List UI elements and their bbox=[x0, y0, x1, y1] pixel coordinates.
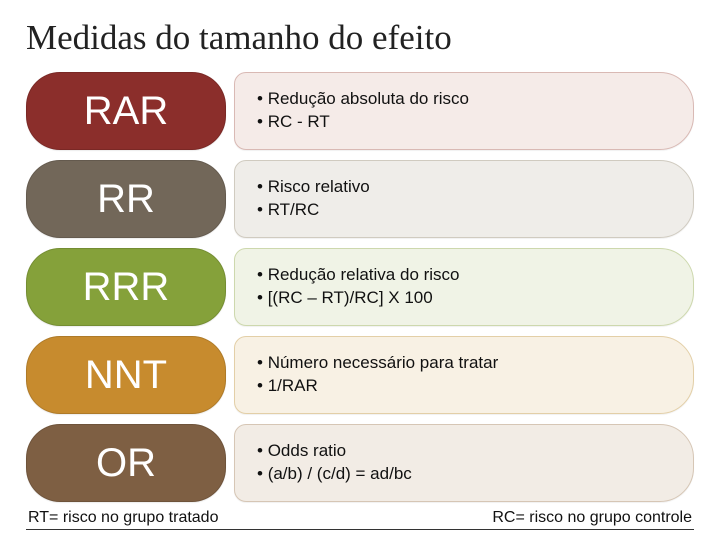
abbrev-pill-rr: RR bbox=[26, 160, 226, 238]
desc-line: Risco relativo bbox=[257, 176, 671, 199]
desc-pill-rr: Risco relativo RT/RC bbox=[234, 160, 694, 238]
abbrev-pill-rrr: RRR bbox=[26, 248, 226, 326]
desc-line: RT/RC bbox=[257, 199, 671, 222]
abbrev-pill-rar: RAR bbox=[26, 72, 226, 150]
footer-legend: RT= risco no grupo tratado RC= risco no … bbox=[26, 509, 694, 530]
abbrev-pill-nnt: NNT bbox=[26, 336, 226, 414]
footer-left: RT= risco no grupo tratado bbox=[28, 509, 218, 527]
desc-line: [(RC – RT)/RC] X 100 bbox=[257, 287, 671, 310]
desc-line: (a/b) / (c/d) = ad/bc bbox=[257, 463, 671, 486]
row-rr: RR Risco relativo RT/RC bbox=[26, 160, 694, 238]
desc-pill-rrr: Redução relativa do risco [(RC – RT)/RC]… bbox=[234, 248, 694, 326]
footer-right: RC= risco no grupo controle bbox=[492, 509, 692, 527]
desc-line: Redução relativa do risco bbox=[257, 264, 671, 287]
measure-rows: RAR Redução absoluta do risco RC - RT RR… bbox=[26, 72, 694, 503]
row-rrr: RRR Redução relativa do risco [(RC – RT)… bbox=[26, 248, 694, 326]
desc-pill-nnt: Número necessário para tratar 1/RAR bbox=[234, 336, 694, 414]
desc-line: 1/RAR bbox=[257, 375, 671, 398]
row-or: OR Odds ratio (a/b) / (c/d) = ad/bc bbox=[26, 424, 694, 502]
desc-pill-rar: Redução absoluta do risco RC - RT bbox=[234, 72, 694, 150]
row-rar: RAR Redução absoluta do risco RC - RT bbox=[26, 72, 694, 150]
slide-title: Medidas do tamanho do efeito bbox=[26, 18, 694, 58]
row-nnt: NNT Número necessário para tratar 1/RAR bbox=[26, 336, 694, 414]
desc-line: Redução absoluta do risco bbox=[257, 88, 671, 111]
desc-line: Odds ratio bbox=[257, 440, 671, 463]
desc-line: RC - RT bbox=[257, 111, 671, 134]
abbrev-pill-or: OR bbox=[26, 424, 226, 502]
desc-line: Número necessário para tratar bbox=[257, 352, 671, 375]
desc-pill-or: Odds ratio (a/b) / (c/d) = ad/bc bbox=[234, 424, 694, 502]
